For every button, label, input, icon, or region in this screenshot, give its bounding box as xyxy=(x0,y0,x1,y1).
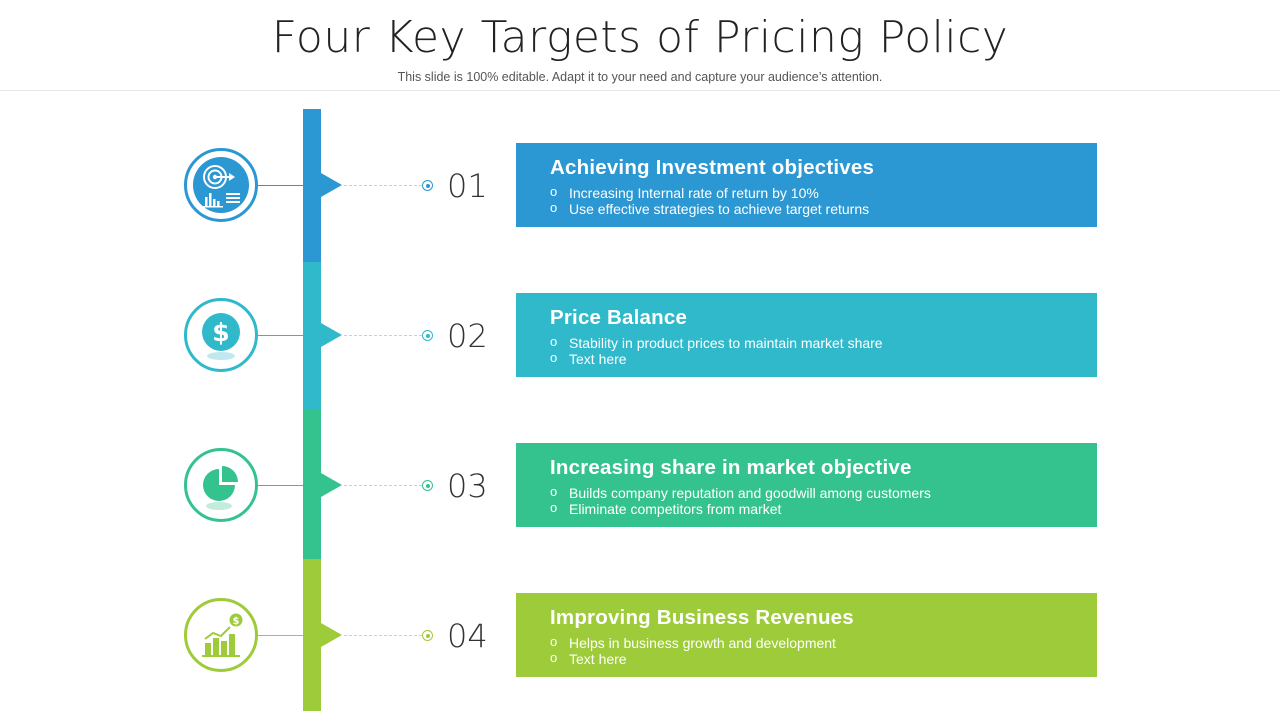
card-point: Builds company reputation and goodwill a… xyxy=(550,484,1077,501)
revenue-growth-icon: $ xyxy=(193,607,249,663)
card-title-4: Improving Business Revenues xyxy=(550,606,854,629)
card-point: Use effective strategies to achieve targ… xyxy=(550,200,1077,217)
spine-segment-2 xyxy=(303,262,321,409)
dotted-leader-2 xyxy=(344,335,422,336)
target-card-2: Price Balance Stability in product price… xyxy=(516,293,1097,377)
target-chart-icon xyxy=(193,157,249,213)
card-title-3: Increasing share in market objective xyxy=(550,456,912,479)
card-title-1: Achieving Investment objectives xyxy=(550,156,875,179)
svg-text:$: $ xyxy=(212,318,229,347)
spine-segment-4 xyxy=(303,559,321,711)
target-card-3: Increasing share in market objective Bui… xyxy=(516,443,1097,527)
spine-segment-3 xyxy=(303,409,321,559)
pie-chart-icon xyxy=(193,457,249,513)
dotted-leader-1 xyxy=(344,185,422,186)
connector-line-2 xyxy=(256,335,304,336)
step-number-3: 03 xyxy=(447,467,488,505)
card-points-2: Stability in product prices to maintain … xyxy=(550,334,1077,367)
connector-line-3 xyxy=(256,485,304,486)
slide-title: Four Key Targets of Pricing Policy xyxy=(271,12,1009,63)
spine-arrow-4 xyxy=(321,623,342,647)
target-card-4: Improving Business Revenues Helps in bus… xyxy=(516,593,1097,677)
icon-ring-3 xyxy=(184,448,258,522)
card-point: Increasing Internal rate of return by 10… xyxy=(550,184,1077,201)
spine-segment-1 xyxy=(303,109,321,262)
card-point: Text here xyxy=(550,350,1077,367)
target-row-3: 03 Increasing share in market objective … xyxy=(0,410,1280,560)
card-points-4: Helps in business growth and development… xyxy=(550,634,1077,667)
step-number-1: 01 xyxy=(447,167,488,205)
marker-dot-4 xyxy=(422,630,433,641)
target-card-1: Achieving Investment objectives Increasi… xyxy=(516,143,1097,227)
target-row-2: $ 02 Price Balance Stability in product … xyxy=(0,260,1280,410)
header-divider xyxy=(0,90,1280,91)
dotted-leader-3 xyxy=(344,485,422,486)
marker-dot-1 xyxy=(422,180,433,191)
icon-ring-2: $ xyxy=(184,298,258,372)
step-number-2: 02 xyxy=(447,317,488,355)
spine-arrow-3 xyxy=(321,473,342,497)
dotted-leader-4 xyxy=(344,635,422,636)
marker-dot-3 xyxy=(422,480,433,491)
card-point: Helps in business growth and development xyxy=(550,634,1077,651)
target-row-1: 01 Achieving Investment objectives Incre… xyxy=(0,110,1280,260)
target-row-4: $ 04 Improving Business Revenues Helps i… xyxy=(0,560,1280,710)
icon-ring-4: $ xyxy=(184,598,258,672)
card-point: Eliminate competitors from market xyxy=(550,500,1077,517)
card-points-1: Increasing Internal rate of return by 10… xyxy=(550,184,1077,217)
svg-text:$: $ xyxy=(233,616,240,627)
card-point: Stability in product prices to maintain … xyxy=(550,334,1077,351)
connector-line-1 xyxy=(256,185,304,186)
card-title-2: Price Balance xyxy=(550,306,688,329)
marker-dot-2 xyxy=(422,330,433,341)
card-points-3: Builds company reputation and goodwill a… xyxy=(550,484,1077,517)
icon-ring-1 xyxy=(184,148,258,222)
dollar-coin-icon: $ xyxy=(193,307,249,363)
slide-subtitle: This slide is 100% editable. Adapt it to… xyxy=(397,70,883,84)
connector-line-4 xyxy=(256,635,304,636)
card-point: Text here xyxy=(550,650,1077,667)
spine-arrow-1 xyxy=(321,173,342,197)
spine-arrow-2 xyxy=(321,323,342,347)
step-number-4: 04 xyxy=(447,617,488,655)
